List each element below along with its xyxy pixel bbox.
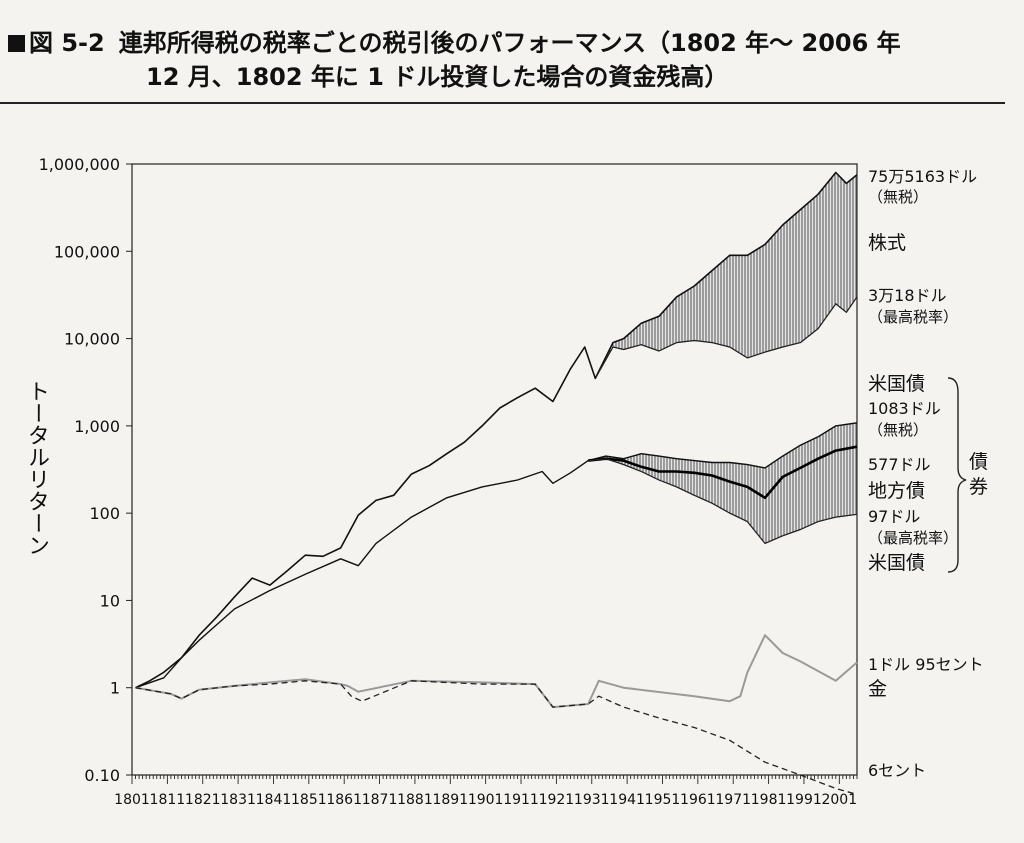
stock-label: 株式 — [868, 232, 906, 254]
y-tick-label: 100 — [89, 504, 120, 523]
x-tick-label: 1911 — [503, 792, 539, 808]
stock-notax-sub: （無税） — [868, 188, 928, 206]
x-tick-label: 1821 — [185, 792, 221, 808]
tbond-notax-label: 米国債 — [868, 373, 925, 395]
x-tick-label: 1921 — [539, 792, 575, 808]
stock-notax-value: 75万5163ドル — [868, 167, 977, 186]
bond-tax-band — [588, 422, 858, 545]
stock-toptax-value: 3万18ドル — [868, 286, 947, 305]
x-tick-label: 1871 — [362, 792, 398, 808]
tbond-notax-line — [135, 422, 858, 689]
tbond-toptax-value: 97ドル — [868, 507, 920, 526]
muni-line — [588, 445, 858, 500]
x-tick-label: 1801 — [114, 792, 150, 808]
x-tick-label: 2001 — [821, 792, 857, 808]
gold-value: 1ドル 95セント — [868, 655, 984, 674]
tbond-toptax-line — [588, 458, 858, 544]
gold-line — [135, 634, 858, 709]
x-tick-label: 1861 — [326, 792, 362, 808]
stock-notax-line — [135, 171, 858, 689]
stock-toptax-sub: （最高税率） — [868, 308, 958, 326]
tbond-toptax-sub: （最高税率） — [868, 529, 958, 547]
stock-tax-band — [594, 171, 858, 379]
figure-number: 図 5-2 — [8, 26, 105, 60]
x-tick-label: 1971 — [715, 792, 751, 808]
y-tick-label: 100,000 — [54, 242, 120, 261]
tbond-notax-value: 1083ドル — [868, 399, 941, 418]
x-tick-label: 1851 — [291, 792, 327, 808]
title-rule — [0, 102, 1005, 104]
y-tick-label: 10,000 — [64, 330, 120, 349]
y-axis-title: トータルリターン — [24, 380, 49, 556]
x-tick-label: 1811 — [150, 792, 186, 808]
x-tick-label: 1981 — [751, 792, 787, 808]
bond-group-label-2: 券 — [969, 476, 988, 498]
square-bullet-icon — [8, 35, 25, 52]
x-tick-label: 1931 — [574, 792, 610, 808]
tbond-notax-sub: （無税） — [868, 421, 928, 439]
y-tick-label: 0.10 — [84, 766, 120, 785]
bond-group-label-1: 債 — [969, 451, 988, 473]
x-tick-label: 1991 — [786, 792, 822, 808]
x-tick-label: 1831 — [220, 792, 256, 808]
x-tick-label: 1841 — [256, 792, 292, 808]
stock-toptax-line — [594, 296, 858, 379]
tbond-toptax-label: 米国債 — [868, 552, 925, 574]
gold-toptax-value: 6セント — [868, 761, 926, 780]
x-tick-label: 1951 — [645, 792, 681, 808]
x-tick-label: 1881 — [397, 792, 433, 808]
figure-title-line1: 連邦所得税の税率ごとの税引後のパフォーマンス（1802 年～ 2006 年 — [118, 29, 901, 57]
y-tick-label: 1,000 — [74, 417, 120, 436]
x-tick-label: 1901 — [468, 792, 504, 808]
muni-value: 577ドル — [868, 455, 931, 474]
figure-title-line2: 12 月、1802 年に 1 ドル投資した場合の資金残高） — [146, 63, 729, 91]
y-tick-label: 1,000,000 — [39, 155, 120, 174]
bond-bracket — [947, 377, 967, 573]
figure-title: 図 5-2 連邦所得税の税率ごとの税引後のパフォーマンス（1802 年～ 2006… — [8, 26, 1008, 94]
gold-label: 金 — [868, 678, 887, 700]
x-tick-label: 1941 — [609, 792, 645, 808]
x-tick-label: 1961 — [680, 792, 716, 808]
y-tick-label: 1 — [110, 679, 120, 698]
muni-label: 地方債 — [868, 480, 925, 502]
y-tick-label: 10 — [100, 591, 120, 610]
x-tick-label: 1891 — [432, 792, 468, 808]
